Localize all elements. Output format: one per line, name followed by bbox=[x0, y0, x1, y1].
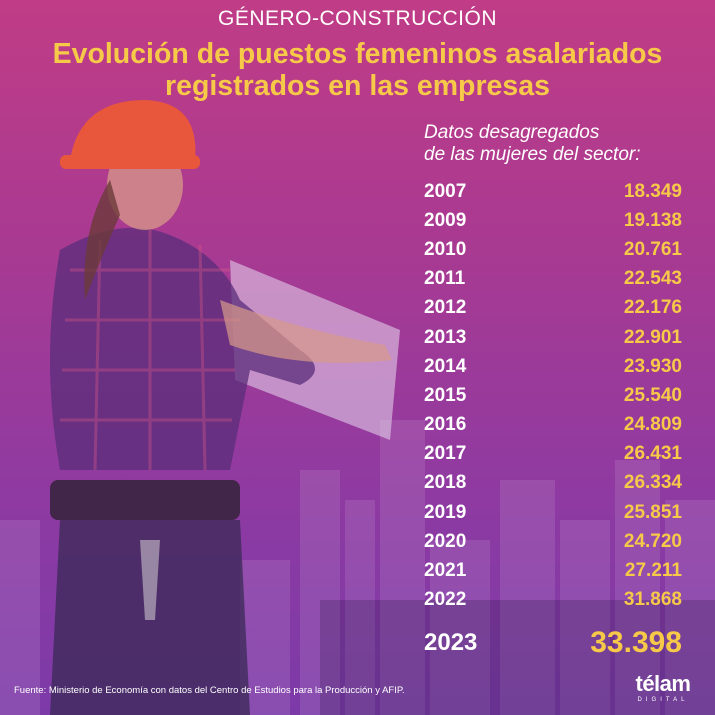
subtitle-line-2: de las mujeres del sector: bbox=[424, 144, 641, 165]
source-note: Fuente: Ministerio de Economía con datos… bbox=[14, 685, 405, 696]
table-row: 2012 22.176 bbox=[424, 294, 682, 323]
year-label: 2009 bbox=[424, 209, 467, 231]
table-row: 2010 20.761 bbox=[424, 235, 682, 264]
value-label: 24.809 bbox=[623, 414, 682, 436]
table-row: 2014 23.930 bbox=[424, 352, 682, 381]
value-label: 31.868 bbox=[623, 589, 682, 611]
table-row: 2013 22.901 bbox=[424, 323, 682, 352]
title-line-1: Evolución de puestos femeninos asalariad… bbox=[52, 38, 663, 70]
value-label: 19.138 bbox=[623, 209, 682, 231]
year-label: 2019 bbox=[424, 501, 467, 523]
year-label: 2020 bbox=[424, 530, 467, 552]
table-row: 2016 24.809 bbox=[424, 411, 682, 440]
year-label: 2012 bbox=[424, 297, 467, 319]
logo-subtitle: DIGITAL bbox=[637, 697, 689, 703]
value-label: 20.761 bbox=[623, 238, 682, 260]
highlight-row: 2023 33.398 bbox=[424, 625, 682, 661]
logo-wordmark: télam bbox=[635, 671, 691, 696]
year-label: 2016 bbox=[424, 414, 467, 436]
title-line-2: registrados en las empresas bbox=[165, 70, 550, 102]
value-label: 22.901 bbox=[623, 326, 682, 348]
year-label: 2017 bbox=[424, 443, 467, 465]
value-label: 22.176 bbox=[623, 297, 682, 319]
subtitle-line-1: Datos desagregados bbox=[424, 122, 600, 143]
value-label: 25.851 bbox=[623, 501, 682, 523]
value-label: 26.334 bbox=[623, 472, 682, 494]
table-row: 2022 31.868 bbox=[424, 586, 682, 615]
year-label: 2007 bbox=[424, 180, 467, 202]
table-row: 2007 18.349 bbox=[424, 177, 682, 206]
year-label: 2014 bbox=[424, 355, 467, 377]
table-row: 2009 19.138 bbox=[424, 206, 682, 235]
year-label: 2015 bbox=[424, 384, 467, 406]
table-row: 2018 26.334 bbox=[424, 469, 682, 498]
value-label: 26.431 bbox=[623, 443, 682, 465]
table-row: 2019 25.851 bbox=[424, 498, 682, 527]
year-value-table: 2007 18.349 2009 19.138 2010 20.761 2011 22.… bbox=[424, 177, 682, 661]
page-title: Evolución de puestos femeninos asalariad… bbox=[0, 38, 715, 102]
highlight-year-label: 2023 bbox=[424, 628, 478, 656]
data-subtitle: Datos desagregados de las mujeres del se… bbox=[424, 122, 704, 166]
value-label: 22.543 bbox=[623, 268, 682, 290]
year-label: 2018 bbox=[424, 472, 467, 494]
year-label: 2011 bbox=[424, 268, 466, 290]
telam-logo: télam DIGITAL bbox=[628, 672, 698, 704]
table-row: 2021 27.211 bbox=[424, 556, 682, 585]
value-label: 18.349 bbox=[623, 180, 682, 202]
table-row: 2015 25.540 bbox=[424, 381, 682, 410]
year-label: 2010 bbox=[424, 238, 467, 260]
table-row: 2011 22.543 bbox=[424, 265, 682, 294]
table-row: 2020 24.720 bbox=[424, 527, 682, 556]
table-row: 2017 26.431 bbox=[424, 440, 682, 469]
value-label: 27.211 bbox=[624, 560, 682, 582]
section-kicker: GÉNERO-CONSTRUCCIÓN bbox=[217, 7, 497, 30]
year-label: 2021 bbox=[424, 560, 467, 582]
year-label: 2013 bbox=[424, 326, 467, 348]
year-label: 2022 bbox=[424, 589, 467, 611]
value-label: 25.540 bbox=[623, 384, 682, 406]
value-label: 24.720 bbox=[623, 530, 682, 552]
value-label: 23.930 bbox=[623, 355, 682, 377]
highlight-value-label: 33.398 bbox=[590, 625, 682, 659]
